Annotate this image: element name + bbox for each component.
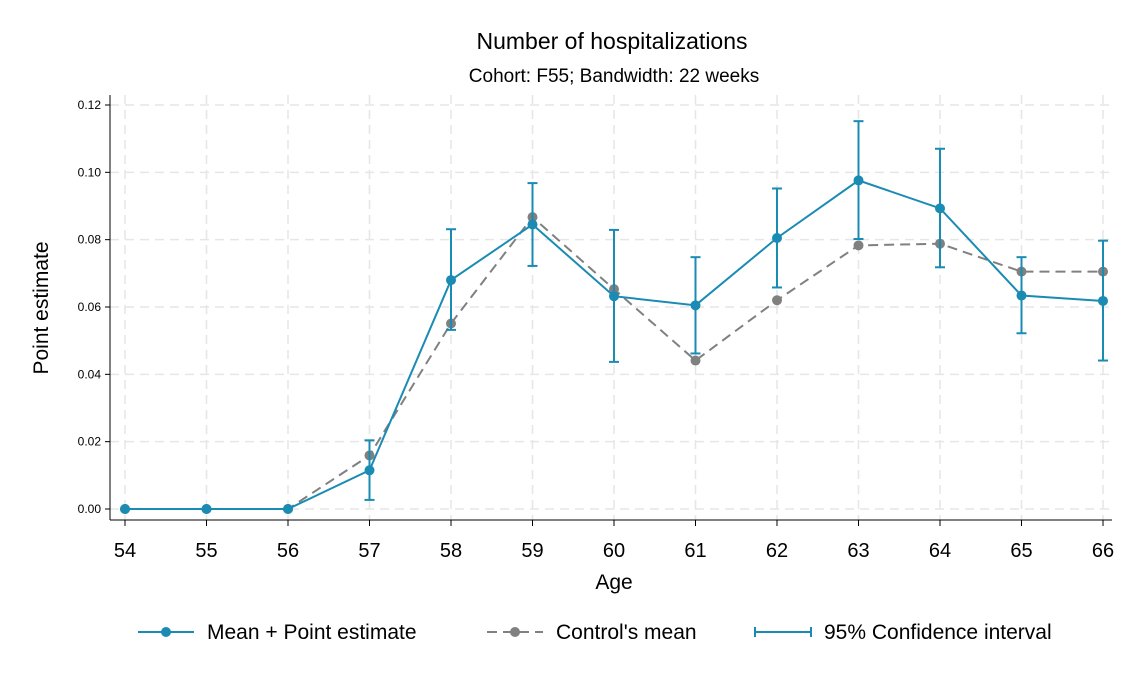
- y-tick-label: 0.12: [78, 98, 102, 112]
- legend-marker-point-estimate: [161, 627, 171, 637]
- y-tick-label: 0.08: [78, 233, 102, 247]
- control-mean-point: [690, 355, 701, 366]
- point-estimate-point: [527, 219, 538, 230]
- control-mean-point: [853, 240, 864, 251]
- x-tick-label: 55: [195, 540, 217, 562]
- point-estimate-point: [1016, 290, 1027, 301]
- point-estimate-point: [120, 504, 130, 514]
- y-tick-label: 0.04: [78, 367, 102, 381]
- point-estimate-point: [935, 203, 945, 214]
- y-tick-label: 0.06: [78, 300, 102, 314]
- x-tick-label: 62: [766, 540, 788, 562]
- x-tick-label: 65: [1010, 540, 1032, 562]
- point-estimate-point: [364, 465, 375, 476]
- x-tick-label: 66: [1092, 540, 1114, 562]
- x-tick-label: 61: [684, 540, 706, 562]
- legend-label-point-estimate: Mean + Point estimate: [207, 621, 417, 644]
- chart-subtitle: Cohort: F55; Bandwidth: 22 weeks: [469, 66, 759, 87]
- legend: Mean + Point estimate Control's mean 95% C…: [138, 621, 1052, 644]
- y-tick-label: 0.10: [78, 165, 102, 179]
- x-tick-label: 60: [603, 540, 625, 562]
- x-tick-label: 56: [277, 540, 299, 562]
- x-tick-label: 58: [440, 540, 462, 562]
- x-tick-label: 54: [114, 540, 136, 562]
- x-tick-label: 64: [929, 540, 951, 562]
- point-estimate-point: [283, 504, 293, 514]
- point-estimate-point: [201, 504, 212, 514]
- y-tick-label: 0.02: [78, 435, 102, 449]
- x-tick-label: 57: [358, 540, 380, 562]
- chart-title: Number of hospitalizations: [476, 28, 747, 54]
- point-estimate-point: [1098, 295, 1108, 306]
- legend-label-control-mean: Control's mean: [556, 621, 697, 644]
- point-estimate-point: [690, 300, 701, 311]
- x-tick-label: 59: [521, 540, 543, 562]
- point-estimate-point: [446, 275, 456, 286]
- point-estimate-point: [853, 175, 864, 186]
- point-estimate-point: [772, 232, 782, 243]
- legend-label-ci: 95% Confidence interval: [824, 621, 1052, 644]
- x-tick-label: 63: [847, 540, 869, 562]
- plot-area: 0.00 0.02 0.04 0.06 0.08 0.10 0.12 54 55 56 57 58 59…: [78, 95, 1114, 562]
- y-tick-label: 0.00: [78, 502, 102, 516]
- control-mean-point: [772, 295, 782, 306]
- x-axis-label: Age: [595, 571, 632, 594]
- point-estimate-point: [609, 291, 619, 302]
- legend-marker-control-mean: [510, 627, 520, 637]
- y-axis-label: Point estimate: [30, 241, 53, 374]
